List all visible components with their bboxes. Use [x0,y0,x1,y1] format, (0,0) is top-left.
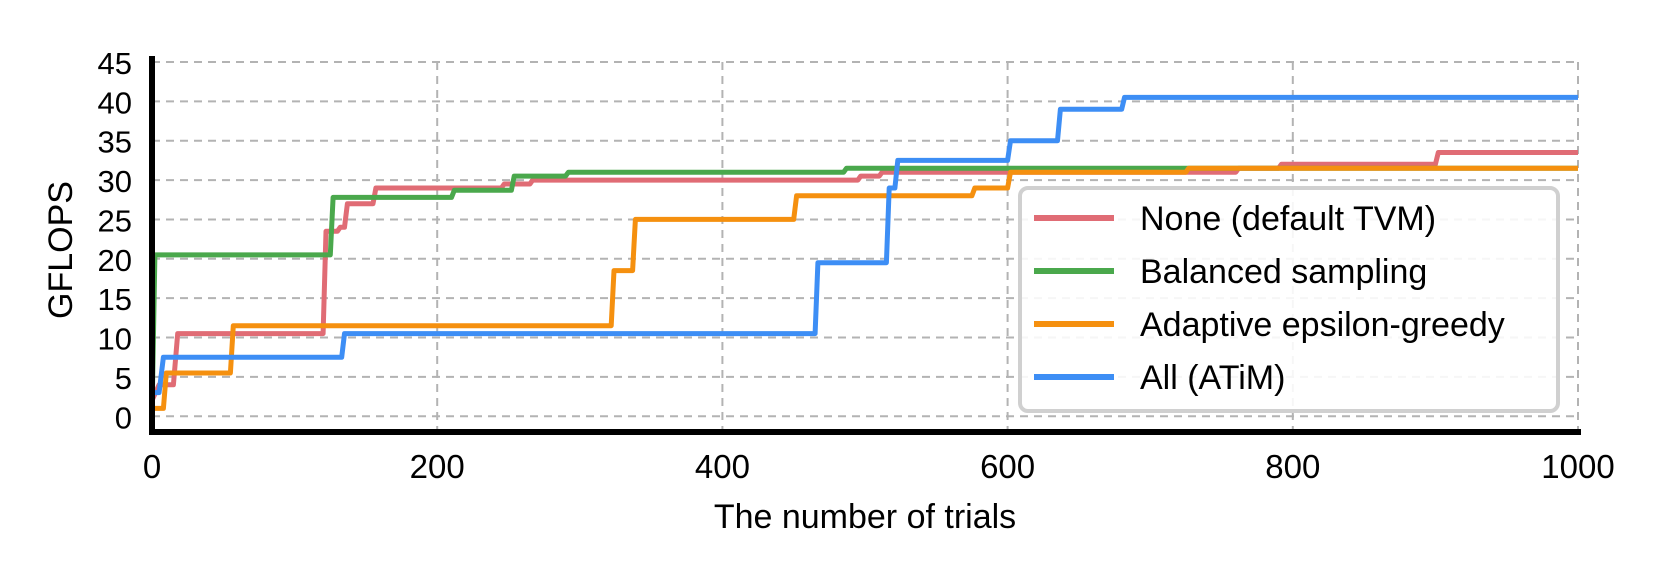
y-tick-label: 40 [98,85,132,120]
axes [149,56,1581,435]
x-tick-label: 800 [1265,448,1320,485]
legend-label: Balanced sampling [1140,253,1427,291]
legend-box [1018,186,1560,413]
y-tick-label: 20 [98,243,132,278]
x-axis-title: The number of trials [714,498,1016,536]
legend: None (default TVM) Balanced sampling Adapt… [1018,186,1560,413]
legend-label: Adaptive epsilon-greedy [1140,306,1505,344]
y-tick-label: 25 [98,203,132,238]
tick-labels: 0 200 400 600 800 1000 0 5 10 15 20 25 30 35 40 45 [98,46,1615,485]
series-lines [149,94,1578,417]
legend-label: All (ATiM) [1140,359,1285,397]
x-tick-label: 0 [143,448,161,485]
y-tick-label: 35 [98,125,132,160]
series-line [152,94,1578,396]
legend-label: None (default TVM) [1140,200,1436,238]
y-tick-label: 0 [115,400,132,435]
y-axis-title: GFLOPS [42,181,80,319]
x-tick-label: 600 [980,448,1035,485]
x-tick-label: 200 [410,448,465,485]
y-tick-label: 10 [98,322,132,357]
x-tick-label: 400 [695,448,750,485]
y-tick-label: 45 [98,46,132,81]
y-tick-label: 5 [115,361,132,396]
series-line [152,165,1578,411]
x-tick-label: 1000 [1541,448,1614,485]
y-tick-label: 30 [98,164,132,199]
y-tick-label: 15 [98,282,132,317]
series-line [149,165,1578,417]
